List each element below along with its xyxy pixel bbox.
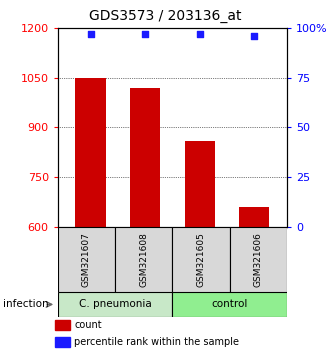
- Text: control: control: [212, 299, 248, 309]
- Point: [252, 33, 257, 39]
- Text: percentile rank within the sample: percentile rank within the sample: [74, 337, 239, 347]
- Bar: [55, 337, 70, 347]
- Bar: [239, 207, 269, 227]
- Bar: [115, 227, 173, 292]
- Point: [143, 32, 148, 37]
- Text: C. pneumonia: C. pneumonia: [79, 299, 151, 309]
- Bar: [130, 88, 160, 227]
- Text: GSM321606: GSM321606: [254, 232, 263, 287]
- Bar: [173, 227, 230, 292]
- Bar: [230, 227, 287, 292]
- Bar: [76, 78, 106, 227]
- Point: [197, 32, 202, 37]
- Bar: [173, 292, 287, 317]
- Text: count: count: [74, 320, 102, 330]
- Text: infection: infection: [3, 299, 49, 309]
- Bar: [58, 227, 115, 292]
- Text: GSM321607: GSM321607: [82, 232, 91, 287]
- Bar: [58, 292, 173, 317]
- Text: GSM321608: GSM321608: [139, 232, 148, 287]
- Bar: [55, 320, 70, 330]
- Point: [88, 32, 93, 37]
- Text: GDS3573 / 203136_at: GDS3573 / 203136_at: [89, 9, 241, 23]
- Text: GSM321605: GSM321605: [197, 232, 206, 287]
- Bar: [185, 141, 215, 227]
